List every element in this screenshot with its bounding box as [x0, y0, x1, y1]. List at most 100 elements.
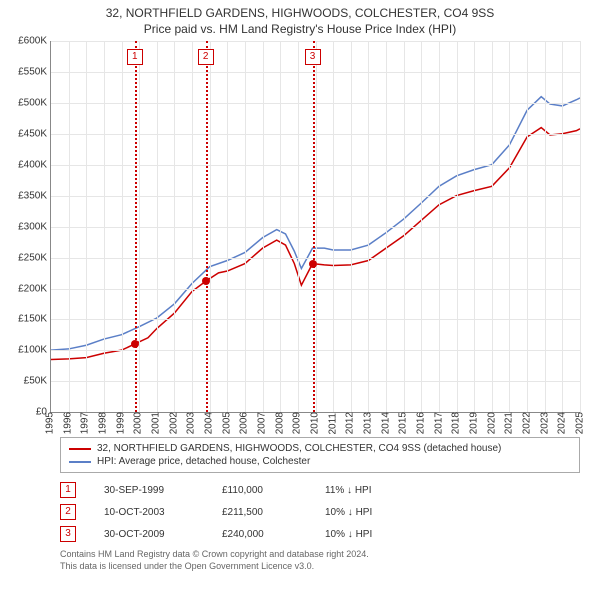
gridline-v [69, 41, 70, 412]
y-axis-label: £200K [11, 283, 47, 294]
x-axis-label: 2024 [557, 412, 568, 434]
event-badge-3: 3 [60, 526, 76, 542]
legend: 32, NORTHFIELD GARDENS, HIGHWOODS, COLCH… [60, 437, 580, 473]
y-axis-label: £550K [11, 67, 47, 78]
legend-label-property: 32, NORTHFIELD GARDENS, HIGHWOODS, COLCH… [97, 443, 501, 454]
x-axis-label: 2002 [168, 412, 179, 434]
gridline-v [139, 41, 140, 412]
legend-item-property: 32, NORTHFIELD GARDENS, HIGHWOODS, COLCH… [69, 442, 571, 455]
x-axis-label: 2012 [345, 412, 356, 434]
y-axis-label: £450K [11, 128, 47, 139]
event-marker-badge: 2 [198, 49, 214, 65]
y-axis-label: £100K [11, 345, 47, 356]
x-axis-label: 2010 [310, 412, 321, 434]
gridline-v [298, 41, 299, 412]
legend-swatch-property [69, 448, 91, 450]
y-axis-label: £350K [11, 190, 47, 201]
event-marker-line [313, 41, 315, 412]
gridline-v [122, 41, 123, 412]
x-axis-label: 2014 [380, 412, 391, 434]
event-marker-badge: 3 [305, 49, 321, 65]
gridline-v [580, 41, 581, 412]
y-axis-label: £500K [11, 98, 47, 109]
footnote-line1: Contains HM Land Registry data © Crown c… [60, 549, 580, 561]
figure: 32, NORTHFIELD GARDENS, HIGHWOODS, COLCH… [0, 0, 600, 590]
gridline-v [86, 41, 87, 412]
event-date-1: 30-SEP-1999 [104, 485, 194, 496]
footnote-line2: This data is licensed under the Open Gov… [60, 561, 580, 573]
x-axis-label: 2019 [469, 412, 480, 434]
event-row-1: 1 30-SEP-1999 £110,000 11% ↓ HPI [60, 479, 580, 501]
gridline-v [104, 41, 105, 412]
legend-swatch-hpi [69, 461, 91, 463]
y-axis-label: £50K [11, 376, 47, 387]
gridline-v [457, 41, 458, 412]
x-axis-label: 2022 [522, 412, 533, 434]
gridline-v [404, 41, 405, 412]
y-axis-label: £150K [11, 314, 47, 325]
event-date-3: 30-OCT-2009 [104, 529, 194, 540]
gridline-v [509, 41, 510, 412]
event-marker-point [202, 277, 210, 285]
x-axis-label: 2003 [186, 412, 197, 434]
footnote: Contains HM Land Registry data © Crown c… [60, 549, 580, 572]
y-axis-label: £0 [11, 407, 47, 418]
x-axis-label: 2006 [239, 412, 250, 434]
event-marker-line [206, 41, 208, 412]
x-axis-label: 2018 [451, 412, 462, 434]
x-axis-label: 1996 [62, 412, 73, 434]
x-axis-label: 2004 [204, 412, 215, 434]
x-axis-label: 2015 [398, 412, 409, 434]
event-pct-2: 10% ↓ HPI [325, 507, 415, 518]
event-price-1: £110,000 [222, 485, 297, 496]
gridline-v [492, 41, 493, 412]
x-axis-label: 1995 [45, 412, 56, 434]
x-axis-label: 2025 [575, 412, 586, 434]
gridline-v [280, 41, 281, 412]
event-row-3: 3 30-OCT-2009 £240,000 10% ↓ HPI [60, 523, 580, 545]
y-axis-label: £300K [11, 221, 47, 232]
x-axis-label: 2008 [274, 412, 285, 434]
gridline-v [562, 41, 563, 412]
events-table: 1 30-SEP-1999 £110,000 11% ↓ HPI 2 10-OC… [60, 479, 580, 545]
x-axis-label: 2011 [327, 413, 338, 435]
gridline-v [316, 41, 317, 412]
gridline-v [245, 41, 246, 412]
event-marker-point [131, 340, 139, 348]
gridline-v [210, 41, 211, 412]
legend-item-hpi: HPI: Average price, detached house, Colc… [69, 455, 571, 468]
gridline-v [545, 41, 546, 412]
gridline-v [174, 41, 175, 412]
event-pct-1: 11% ↓ HPI [325, 485, 415, 496]
x-axis-label: 2007 [257, 412, 268, 434]
gridline-v [157, 41, 158, 412]
event-badge-1: 1 [60, 482, 76, 498]
event-row-2: 2 10-OCT-2003 £211,500 10% ↓ HPI [60, 501, 580, 523]
x-axis-label: 2023 [539, 412, 550, 434]
event-pct-3: 10% ↓ HPI [325, 529, 415, 540]
x-axis-label: 2000 [133, 412, 144, 434]
x-axis-label: 2021 [504, 412, 515, 434]
x-axis-label: 2001 [151, 412, 162, 434]
x-axis-label: 1997 [80, 412, 91, 434]
gridline-v [386, 41, 387, 412]
event-price-3: £240,000 [222, 529, 297, 540]
x-axis-label: 1998 [98, 412, 109, 434]
x-axis-label: 2020 [486, 412, 497, 434]
x-axis-label: 1999 [115, 412, 126, 434]
title-line2: Price paid vs. HM Land Registry's House … [10, 22, 590, 38]
chart: £0£50K£100K£150K£200K£250K£300K£350K£400… [50, 41, 580, 431]
event-marker-badge: 1 [127, 49, 143, 65]
plot-area: £0£50K£100K£150K£200K£250K£300K£350K£400… [50, 41, 580, 413]
gridline-v [333, 41, 334, 412]
legend-label-hpi: HPI: Average price, detached house, Colc… [97, 456, 310, 467]
event-badge-2: 2 [60, 504, 76, 520]
event-price-2: £211,500 [222, 507, 297, 518]
title-block: 32, NORTHFIELD GARDENS, HIGHWOODS, COLCH… [10, 6, 590, 37]
gridline-v [227, 41, 228, 412]
gridline-v [474, 41, 475, 412]
gridline-v [263, 41, 264, 412]
y-axis-label: £600K [11, 36, 47, 47]
y-axis-label: £400K [11, 159, 47, 170]
x-axis-label: 2016 [416, 412, 427, 434]
